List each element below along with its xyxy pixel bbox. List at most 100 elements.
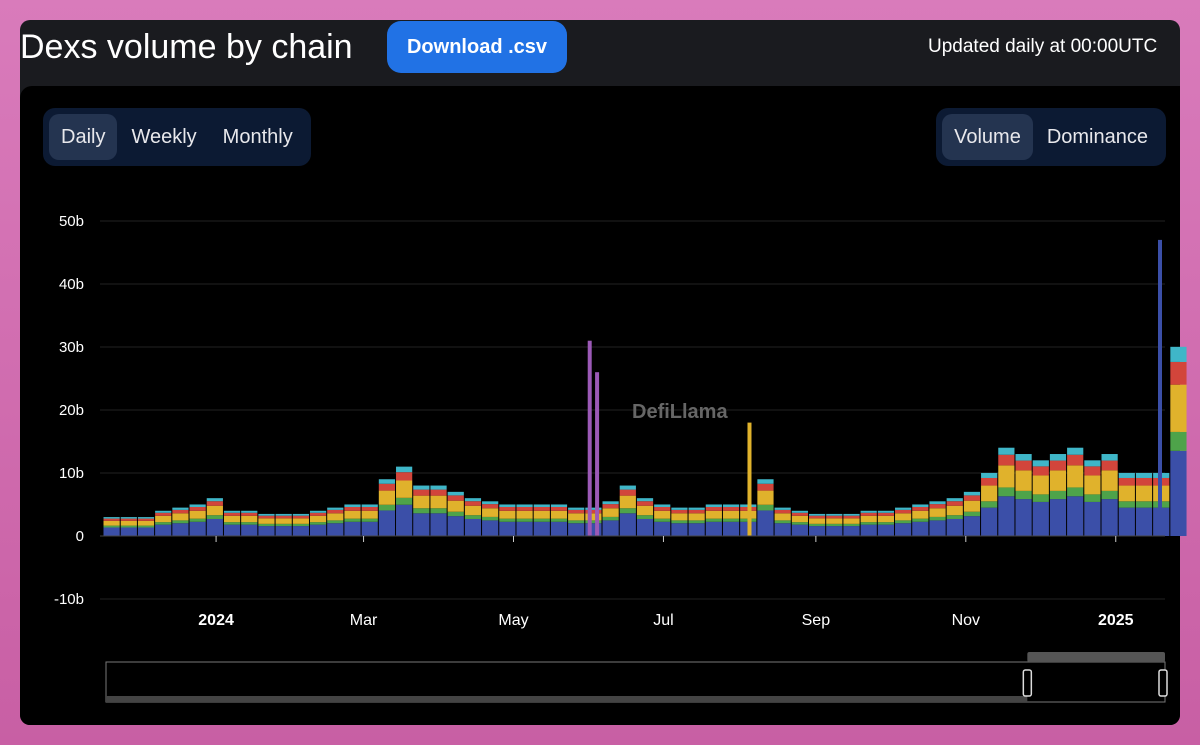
bar-segment [585, 507, 602, 510]
bar-segment [482, 501, 499, 505]
bar-segment [396, 472, 413, 481]
bar-segment [791, 510, 808, 513]
bar-segment [378, 479, 396, 484]
tab-daily[interactable]: Daily [49, 114, 118, 160]
bar-segment [1101, 490, 1118, 500]
bar-segment [172, 509, 189, 514]
bar-segment [912, 506, 929, 511]
range-slider-drag-bar[interactable] [1027, 652, 1165, 662]
range-slider-handle[interactable] [1022, 669, 1033, 697]
bar-segment [705, 521, 722, 536]
bar-segment [568, 513, 585, 521]
bar-segment [103, 517, 120, 519]
bar-segment [172, 520, 189, 524]
tab-dominance[interactable]: Dominance [1035, 114, 1160, 160]
bar-segment [705, 510, 722, 519]
bar-segment [636, 498, 654, 502]
bar-segment [120, 518, 137, 521]
bar-segment [327, 509, 344, 514]
bar-segment [895, 513, 912, 521]
bar-segment [155, 510, 172, 513]
bar-segment [808, 515, 826, 519]
bar-segment [636, 515, 654, 519]
bar-segment [189, 510, 206, 519]
bar-segment [619, 513, 636, 536]
bar-segment [946, 518, 963, 536]
tab-weekly[interactable]: Weekly [119, 114, 208, 160]
bar-segment [258, 526, 275, 536]
x-tick-label: Nov [952, 612, 980, 629]
bar-segment [275, 518, 292, 524]
bar-segment [430, 485, 447, 490]
bar-segment [103, 527, 120, 536]
bar-segment [1067, 465, 1084, 488]
bar-segment [292, 523, 309, 527]
bar-segment [791, 512, 808, 516]
page-title: Dexs volume by chain [20, 28, 353, 66]
bar-segment [963, 516, 981, 536]
bar-segment [568, 507, 585, 510]
range-slider-outside [106, 696, 1028, 702]
y-tick-label: 50b [59, 213, 84, 230]
bar-segment [568, 523, 585, 536]
y-tick-label: 0 [76, 528, 84, 545]
bar-segment [309, 510, 327, 513]
bar-segment [1067, 487, 1084, 497]
bar-segment [327, 513, 344, 521]
bar-segment [155, 512, 172, 516]
bar-segment [774, 513, 791, 521]
bar-segment [344, 521, 361, 536]
bar-segment [413, 489, 430, 496]
y-tick-label: 30b [59, 339, 84, 356]
bar-segment [568, 520, 585, 524]
bar-segment [757, 479, 774, 484]
bar-segment [120, 517, 137, 519]
bar-segment [705, 518, 722, 522]
bar-segment [189, 504, 206, 507]
bar-segment [137, 525, 155, 528]
bar-segment [671, 520, 688, 524]
bar-segment [533, 518, 550, 522]
bar-segment [722, 506, 740, 511]
bar-segment [1170, 431, 1187, 451]
bar-segment [430, 508, 447, 514]
bar-segment [671, 507, 688, 510]
bar-segment [482, 516, 499, 521]
bar-segment [860, 524, 877, 536]
bar-segment [309, 522, 327, 525]
tab-monthly[interactable]: Monthly [211, 114, 305, 160]
bar-segment [826, 523, 843, 527]
bar-segment [516, 521, 533, 536]
bar-segment [1032, 501, 1049, 536]
bar-segment [533, 521, 550, 536]
tab-volume[interactable]: Volume [942, 114, 1033, 160]
bar-segment [499, 504, 516, 507]
bar-segment [482, 504, 499, 509]
bar-segment [912, 510, 929, 519]
bar-segment [413, 508, 430, 514]
bar-segment [981, 501, 998, 508]
bar-segment [1084, 494, 1101, 502]
bar-segment [1067, 447, 1084, 455]
bar-segment [396, 480, 413, 498]
bar-segment [568, 509, 585, 514]
bar-segment [1118, 477, 1135, 486]
bar-segment [344, 518, 361, 522]
bar-segment [826, 513, 843, 516]
bar-segment [895, 523, 912, 536]
download-csv-button[interactable]: Download .csv [387, 21, 567, 73]
bar-segment [447, 516, 464, 536]
bar-segment [189, 506, 206, 511]
bar-segment [1049, 490, 1067, 500]
bar-segment [791, 524, 808, 536]
bar-segment [378, 504, 396, 511]
range-slider-handle[interactable] [1158, 669, 1168, 697]
bar-segment [550, 518, 568, 522]
bar-segment [378, 490, 396, 505]
bar-segment [344, 504, 361, 507]
bar-segment [963, 511, 981, 517]
bar-segment [929, 516, 946, 521]
bar-segment [550, 504, 568, 507]
bar-segment [292, 515, 309, 519]
bar-segment [895, 509, 912, 514]
